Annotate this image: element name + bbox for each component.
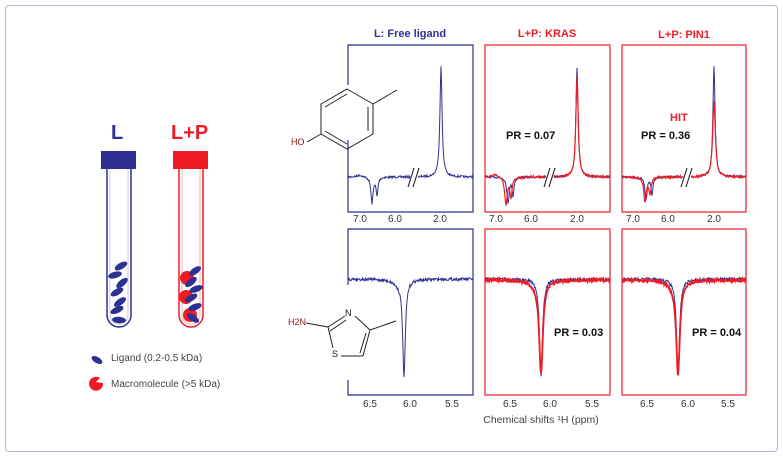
panel-free-top-box: [347, 44, 474, 213]
ligand-molecule: [184, 293, 198, 303]
figure-frame: [5, 5, 778, 452]
tick-bottom: 6.0: [403, 399, 417, 410]
axis-break-icon: [412, 167, 420, 188]
tick-bottom: 6.5: [363, 399, 377, 410]
tick-top: 6.0: [388, 214, 402, 225]
panel-kras-top-box: [484, 44, 611, 213]
ligand-molecule: [116, 277, 128, 289]
ligand-molecule: [108, 271, 122, 279]
kras-bottom-pr: PR = 0.03: [554, 327, 604, 339]
tick-bottom: 5.5: [721, 399, 735, 410]
tube-label-ligand: L: [111, 122, 124, 144]
tick-top: 2.0: [707, 214, 721, 225]
ligand-legend-icon: [91, 356, 103, 364]
tick-bottom: 5.5: [445, 399, 459, 410]
x-axis-label: Chemical shifts ¹H (ppm): [483, 414, 599, 426]
panel-pin1-bottom-box: [621, 228, 747, 396]
spectrum-kras-bottom-protein: [484, 275, 611, 374]
axis-break-icon: [548, 167, 556, 188]
tick-bottom: 5.5: [585, 399, 599, 410]
axis-break-icon: [680, 167, 688, 188]
kras-top-pr: PR = 0.07: [506, 130, 556, 142]
ligand-molecule: [185, 276, 197, 288]
tick-top: 6.0: [524, 214, 538, 225]
panel-free-title: L: Free ligand: [373, 28, 447, 40]
phenol-ho-label: HO: [291, 137, 305, 147]
tick-top: 2.0: [433, 214, 447, 225]
pin1-hit-label: HIT: [670, 112, 688, 124]
tick-top: 6.0: [661, 214, 675, 225]
tick-bottom: 6.0: [543, 399, 557, 410]
panel-kras-bottom-box: [484, 228, 611, 396]
axis-break-icon: [685, 167, 693, 188]
pin1-top-pr: PR = 0.36: [641, 130, 691, 142]
ligand-molecule: [186, 313, 200, 323]
thiazole-n-label: N: [345, 308, 352, 318]
spectrum-free-top: [347, 66, 474, 205]
tick-bottom: 6.0: [681, 399, 695, 410]
ligand-molecule: [189, 285, 203, 293]
tube-ligand: [101, 151, 136, 328]
tick-bottom: 6.5: [503, 399, 517, 410]
panel-free-bottom-box: [347, 228, 474, 396]
axis-break-icon: [407, 167, 415, 188]
panel-kras-title: L+P: KRAS: [517, 28, 577, 40]
thiazole-amine-label: H2N: [288, 317, 307, 327]
tube-label-ligand-protein: L+P: [171, 122, 209, 144]
legend-macromolecule-label: Macromolecule (>5 kDa): [111, 379, 221, 390]
tick-top: 7.0: [626, 214, 640, 225]
spectrum-pin1-top-protein: [621, 101, 747, 203]
tick-top: 7.0: [353, 214, 367, 225]
aminothiazole-structure: [305, 315, 397, 357]
tick-top: 7.0: [489, 214, 503, 225]
ligand-molecule: [112, 316, 126, 324]
macromolecule-legend-icon: [89, 376, 104, 391]
panel-pin1-title: L+P: PIN1: [658, 29, 710, 41]
ligand-molecule: [110, 305, 124, 315]
spectrum-free-bottom: [347, 276, 474, 378]
thiazole-s-label: S: [332, 349, 339, 359]
ligand-molecule: [188, 266, 202, 276]
spectrum-pin1-bottom-protein: [621, 276, 747, 376]
legend-ligand-label: Ligand (0.2-0.5 kDa): [111, 353, 203, 364]
tick-top: 2.0: [570, 214, 584, 225]
p-cresol-structure: [306, 88, 398, 150]
ligand-molecule: [188, 303, 202, 311]
tube-ligand-protein: [173, 151, 208, 328]
axis-break-icon: [543, 167, 551, 188]
ligand-molecule: [113, 297, 127, 307]
ligand-molecule: [114, 261, 128, 271]
spectrum-kras-top-protein: [484, 76, 611, 206]
pin1-bottom-pr: PR = 0.04: [692, 327, 742, 339]
panel-pin1-top-box: [621, 44, 747, 213]
ligand-molecule: [110, 287, 124, 297]
tick-bottom: 6.5: [640, 399, 654, 410]
